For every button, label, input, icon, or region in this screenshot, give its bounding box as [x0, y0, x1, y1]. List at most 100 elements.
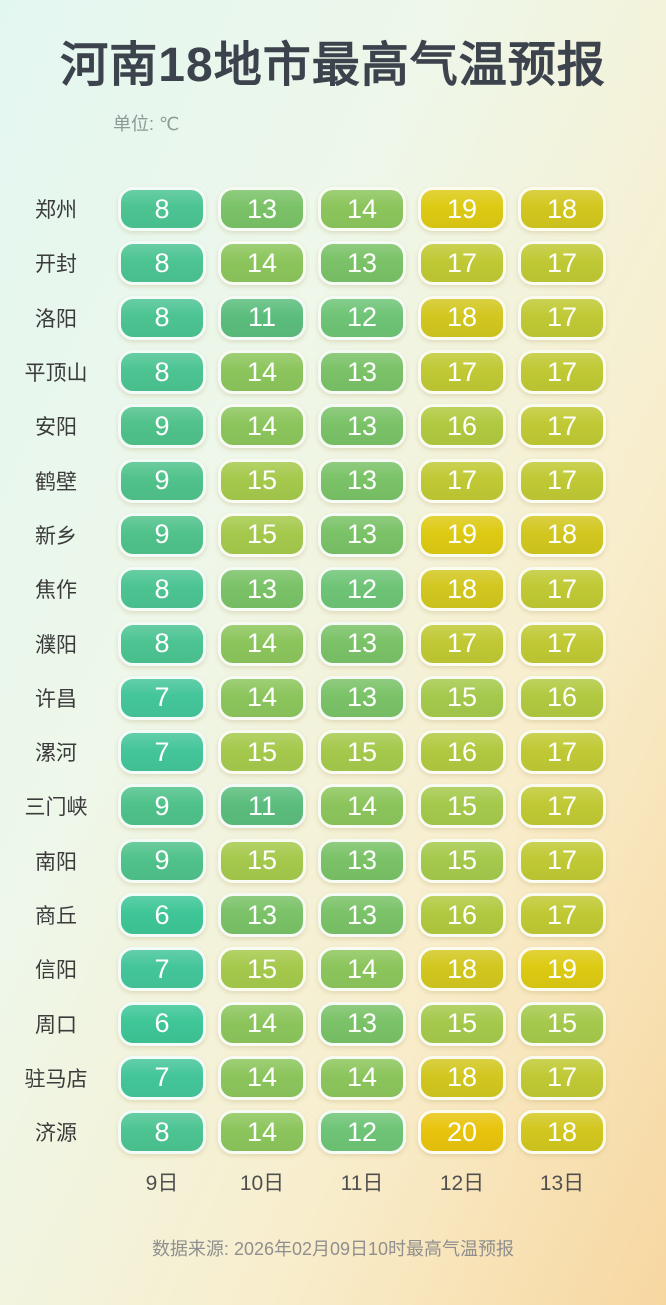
temp-cell: 15: [518, 1001, 606, 1046]
city-label: 南阳: [35, 850, 77, 874]
city-label: 濮阳: [35, 633, 77, 657]
temp-cell: 15: [218, 838, 306, 883]
temp-cell: 20: [418, 1110, 506, 1155]
temp-cell: 17: [518, 621, 606, 666]
date-label: 13日: [539, 1172, 585, 1196]
data-source-label: 数据来源: 2026年02月09日10时最高气温预报: [151, 1239, 515, 1260]
temp-cell: 13: [318, 675, 406, 720]
temp-cell: 13: [318, 512, 406, 557]
date-axis: 9日 10日 11日 12日 13日: [0, 1167, 666, 1197]
temp-cell: 16: [418, 404, 506, 449]
temp-cell: 11: [218, 784, 306, 829]
temp-cell: 18: [418, 567, 506, 612]
temp-cell: 7: [118, 947, 206, 992]
temp-cell: 8: [118, 621, 206, 666]
temp-cell: 17: [518, 404, 606, 449]
temp-cell: 6: [118, 893, 206, 937]
temp-cell: 13: [318, 621, 406, 666]
temp-cell: 18: [418, 295, 506, 340]
temp-cell: 7: [118, 730, 206, 775]
temp-cell: 14: [218, 1055, 306, 1100]
temp-cell: 8: [118, 295, 206, 340]
temp-cell: 17: [518, 350, 606, 395]
city-label: 开封: [35, 253, 77, 277]
temp-cell: 16: [418, 730, 506, 775]
temp-cell: 13: [318, 893, 406, 937]
temp-cell: 13: [318, 1001, 406, 1046]
temp-cell: 13: [218, 893, 306, 937]
temp-cell: 8: [118, 1110, 206, 1155]
temp-cell: 12: [318, 295, 406, 340]
temp-cell: 8: [118, 350, 206, 395]
temp-cell: 16: [418, 893, 506, 937]
city-label: 郑州: [35, 199, 77, 223]
page-title: 河南18地市最高气温预报: [60, 39, 606, 92]
temp-cell: 13: [318, 350, 406, 395]
temp-cell: 15: [418, 1001, 506, 1046]
temp-cell: 6: [118, 1001, 206, 1046]
temp-cell: 13: [318, 838, 406, 883]
temp-cell: 8: [118, 567, 206, 612]
temp-cell: 18: [518, 1110, 606, 1155]
date-label: 12日: [439, 1172, 485, 1196]
temp-cell: 17: [518, 241, 606, 286]
temp-cell: 14: [318, 187, 406, 232]
temp-cell: 14: [218, 404, 306, 449]
temp-cell: 8: [118, 187, 206, 232]
city-label: 平顶山: [24, 362, 88, 386]
temp-cell: 17: [518, 458, 606, 503]
temp-cell: 9: [118, 458, 206, 503]
city-label: 三门峡: [24, 796, 88, 820]
temp-cell: 15: [418, 675, 506, 720]
city-label: 洛阳: [35, 307, 77, 331]
temp-cell: 17: [518, 730, 606, 775]
temp-cell: 15: [218, 947, 306, 992]
temp-cell: 15: [218, 512, 306, 557]
temp-cell: 17: [518, 567, 606, 612]
date-label: 11日: [340, 1172, 384, 1196]
temp-cell: 19: [518, 947, 606, 992]
city-label: 济源: [35, 1122, 77, 1146]
temp-cell: 17: [418, 458, 506, 503]
temp-cell: 14: [218, 621, 306, 666]
temp-cell: 15: [218, 730, 306, 775]
temp-cell: 14: [218, 241, 306, 286]
temp-cell: 15: [418, 784, 506, 829]
temp-cell: 18: [418, 947, 506, 992]
date-label: 10日: [239, 1172, 285, 1196]
temp-cell: 17: [418, 621, 506, 666]
temp-cell: 7: [118, 1055, 206, 1100]
temp-cell: 14: [218, 1110, 306, 1155]
temp-cell: 17: [518, 784, 606, 829]
temp-cell: 8: [118, 241, 206, 286]
unit-label: 单位: ℃: [113, 114, 180, 134]
temp-cell: 13: [318, 458, 406, 503]
temp-cell: 18: [418, 1055, 506, 1100]
city-label: 漯河: [35, 742, 77, 766]
temp-cell: 13: [318, 404, 406, 449]
date-label: 9日: [145, 1172, 179, 1196]
forecast-table: 郑州 8 13 14 19 18 开封 8 14 13 17 17 洛阳 8 11 12 18 17 平顶山 8 14 1…: [0, 182, 666, 1159]
city-label: 许昌: [35, 687, 77, 711]
temp-cell: 9: [118, 404, 206, 449]
temp-cell: 15: [318, 730, 406, 775]
temp-cell: 14: [318, 784, 406, 829]
city-label: 商丘: [35, 905, 77, 928]
temp-cell: 18: [518, 512, 606, 557]
temp-cell: 13: [318, 241, 406, 286]
temp-cell: 15: [218, 458, 306, 503]
temp-cell: 14: [218, 1001, 306, 1046]
temp-cell: 17: [518, 893, 606, 937]
temp-cell: 17: [518, 1055, 606, 1100]
city-label: 驻马店: [24, 1067, 88, 1091]
temp-cell: 15: [418, 838, 506, 883]
temp-cell: 7: [118, 675, 206, 720]
city-label: 焦作: [35, 579, 77, 603]
temp-cell: 14: [318, 1055, 406, 1100]
temp-cell: 13: [218, 567, 306, 612]
temp-cell: 17: [518, 295, 606, 340]
temp-cell: 19: [418, 512, 506, 557]
temp-cell: 14: [218, 350, 306, 395]
city-label: 周口: [35, 1013, 77, 1037]
